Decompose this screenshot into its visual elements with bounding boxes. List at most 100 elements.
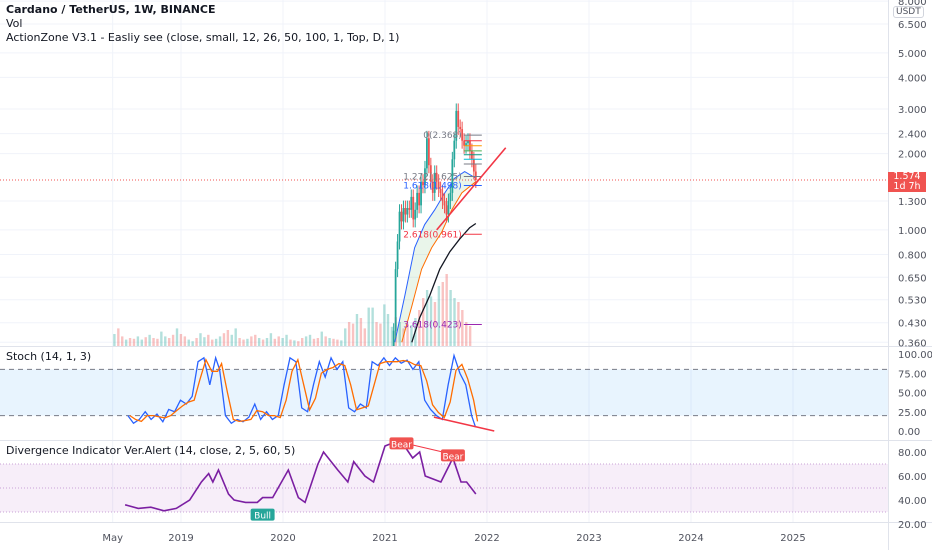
volume-bar	[425, 290, 429, 346]
volume-bar	[355, 314, 359, 346]
price-tick: 6.500	[898, 20, 927, 31]
volume-bar	[324, 336, 327, 346]
candle-body	[416, 192, 419, 210]
volume-bar	[468, 326, 472, 346]
candle-body	[402, 208, 405, 222]
volume-bar	[183, 336, 187, 346]
volume-bar	[328, 338, 331, 346]
time-tick: 2025	[780, 533, 805, 544]
volume-bar	[175, 328, 179, 346]
volume-bar	[152, 338, 155, 346]
volume-bar	[199, 333, 202, 346]
candle-body	[455, 110, 458, 141]
divergence-tick: 20.00	[898, 520, 927, 531]
currency-unit-badge[interactable]: USDT	[893, 6, 924, 18]
candle-body	[429, 165, 432, 182]
actionzone-legend[interactable]: ActionZone V3.1 - Easliy see (close, sma…	[6, 31, 400, 44]
volume-bar	[234, 328, 237, 346]
current-price-tag: 1.574 1d 7h	[888, 172, 926, 192]
volume-bar	[128, 338, 132, 346]
stoch-tick: 75.00	[898, 369, 927, 380]
volume-bar	[171, 334, 175, 346]
volume-bar	[156, 338, 159, 346]
fib-level-label: 1.618(1.498)	[403, 181, 462, 191]
bear-label: Bear	[440, 449, 465, 462]
candle-body	[396, 241, 399, 270]
volume-bar	[367, 307, 370, 346]
volume-bar	[164, 336, 167, 346]
candle-body	[441, 192, 444, 202]
candle-body	[398, 211, 401, 242]
price-tick: 1.300	[898, 197, 927, 208]
volume-bar	[320, 331, 323, 346]
volume-bar	[433, 302, 437, 346]
volume-bar	[121, 336, 124, 346]
volume-bar	[363, 328, 366, 346]
candle-body	[394, 269, 397, 331]
volume-bar	[222, 333, 226, 346]
volume-bar	[277, 336, 280, 346]
price-tick: 0.800	[898, 250, 927, 261]
volume-bar	[281, 338, 284, 346]
volume-bar	[214, 338, 218, 346]
fib-level-label: 0(2.368)	[423, 131, 462, 141]
volume-bar	[293, 340, 296, 346]
volume-bar	[124, 339, 128, 346]
candle-body	[427, 138, 430, 166]
candle-body	[467, 140, 469, 144]
volume-bar	[359, 318, 363, 346]
candle-body	[420, 181, 422, 206]
symbol-title: Cardano / TetherUS, 1W, BINANCE	[6, 3, 216, 16]
candle-body	[449, 192, 452, 202]
candle-body	[472, 159, 475, 172]
vol-legend[interactable]: Vol	[6, 17, 23, 30]
ema-cloud	[394, 171, 476, 343]
candle-body	[443, 201, 446, 206]
price-tick: 0.530	[898, 296, 927, 307]
bear-label-bg	[389, 437, 414, 450]
candle-body	[474, 171, 477, 181]
divergence-legend[interactable]: Divergence Indicator Ver.Alert (14, clos…	[6, 444, 296, 457]
candle-body	[437, 181, 440, 190]
bar-countdown: 1d 7h	[893, 181, 921, 192]
volume-bar	[340, 340, 343, 346]
stoch-legend[interactable]: Stoch (14, 1, 3)	[6, 350, 92, 363]
volume-bar	[375, 322, 378, 346]
ema-fast-line	[394, 170, 477, 343]
bull-label-bg	[250, 508, 275, 521]
candle-body	[418, 192, 420, 206]
fib-level-label: 3.618(0.423)	[403, 321, 462, 331]
candle-body	[406, 208, 409, 215]
volume-bar	[113, 334, 116, 346]
candle-body	[404, 208, 407, 215]
divergence-tick: 40.00	[898, 496, 927, 507]
volume-bar	[437, 286, 441, 346]
candle-body	[422, 181, 424, 186]
volume-bar	[336, 339, 339, 346]
price-tick: 0.430	[898, 319, 927, 330]
fib-level-label: 2.618(0.961)	[403, 230, 462, 240]
candle-body	[461, 129, 464, 141]
volume-bar	[203, 337, 206, 346]
volume-bar	[148, 334, 151, 346]
volume-bar	[308, 334, 312, 346]
volume-bar	[449, 290, 452, 346]
volume-bar	[167, 338, 171, 346]
volume-bar	[207, 334, 210, 346]
volume-bar	[297, 341, 300, 346]
candle-body	[400, 211, 403, 222]
volume-bar	[351, 323, 355, 346]
time-tick: 2022	[474, 533, 499, 544]
volume-bar	[140, 339, 143, 346]
stoch-trend-line	[433, 416, 495, 432]
volume-bar	[285, 334, 288, 346]
candle-body	[426, 138, 428, 169]
candle-body	[445, 205, 448, 215]
bull-label: Bull	[250, 508, 275, 522]
volume-bar	[429, 296, 433, 346]
price-tick: 2.000	[898, 150, 927, 161]
volume-bar	[211, 339, 214, 346]
volume-bar	[406, 323, 409, 346]
